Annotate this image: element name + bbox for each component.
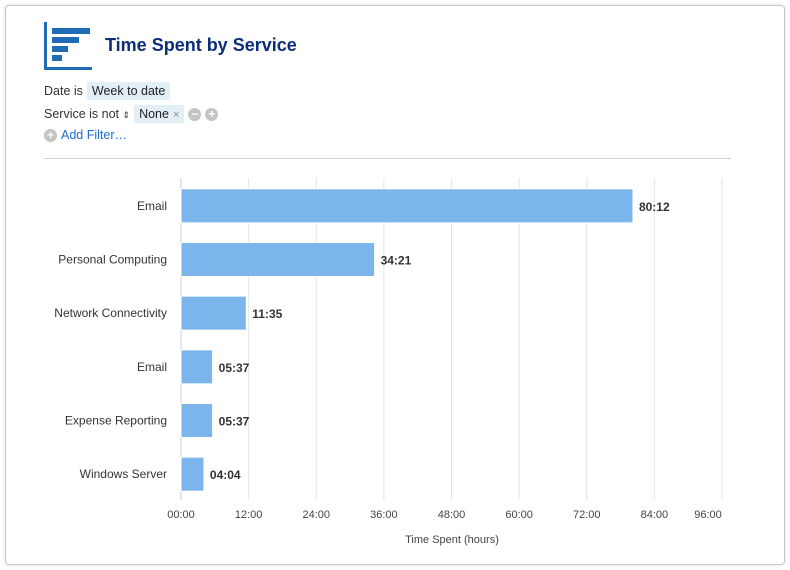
service-filter: Service is not ⇕ None × − + xyxy=(44,105,219,123)
remove-filter-icon[interactable]: − xyxy=(188,107,202,121)
x-tick-label: 48:00 xyxy=(438,509,466,521)
bar[interactable] xyxy=(180,349,214,385)
category-label: Email xyxy=(137,360,167,374)
category-label: Personal Computing xyxy=(58,253,167,267)
category-label: Network Connectivity xyxy=(54,306,167,320)
service-filter-operator[interactable]: Service is not ⇕ xyxy=(44,107,130,121)
bar[interactable] xyxy=(180,456,205,492)
data-label: 05:37 xyxy=(219,361,250,375)
divider xyxy=(44,158,731,159)
service-value-text: None xyxy=(139,107,169,121)
date-filter: Date is Week to date xyxy=(44,82,171,100)
bar[interactable] xyxy=(180,188,634,224)
page-title: Time Spent by Service xyxy=(105,35,297,55)
category-label: Email xyxy=(137,199,167,213)
x-tick-label: 12:00 xyxy=(235,509,263,521)
x-tick-label: 00:00 xyxy=(167,509,195,521)
bar[interactable] xyxy=(180,403,214,438)
x-tick-label: 60:00 xyxy=(505,509,533,521)
x-tick-label: 96:00 xyxy=(694,509,722,521)
sort-arrows-icon: ⇕ xyxy=(122,110,131,120)
data-label: 80:12 xyxy=(639,200,670,214)
data-label: 04:04 xyxy=(210,468,241,482)
add-filter-link[interactable]: Add Filter… xyxy=(61,128,127,142)
bar[interactable] xyxy=(180,295,247,331)
add-condition-icon[interactable]: + xyxy=(205,107,219,121)
x-axis-label: Time Spent (hours) xyxy=(405,534,499,546)
category-label: Expense Reporting xyxy=(65,414,167,428)
service-filter-value[interactable]: None × xyxy=(134,105,185,123)
plus-icon: + xyxy=(44,128,57,142)
remove-value-icon[interactable]: × xyxy=(172,109,180,121)
date-filter-label: Date is xyxy=(44,84,83,98)
category-label: Windows Server xyxy=(80,467,167,481)
data-label: 34:21 xyxy=(381,254,412,268)
service-filter-label: Service is not xyxy=(44,107,120,121)
bar[interactable] xyxy=(180,242,376,277)
x-tick-label: 36:00 xyxy=(370,509,398,521)
x-tick-label: 84:00 xyxy=(641,509,669,521)
bar-chart-icon xyxy=(44,22,92,70)
x-tick-label: 24:00 xyxy=(302,509,330,521)
x-tick-label: 72:00 xyxy=(573,509,601,521)
data-label: 11:35 xyxy=(252,307,282,321)
data-label: 05:37 xyxy=(219,415,250,429)
add-filter-button[interactable]: + Add Filter… xyxy=(44,128,127,142)
date-filter-value[interactable]: Week to date xyxy=(86,82,171,100)
